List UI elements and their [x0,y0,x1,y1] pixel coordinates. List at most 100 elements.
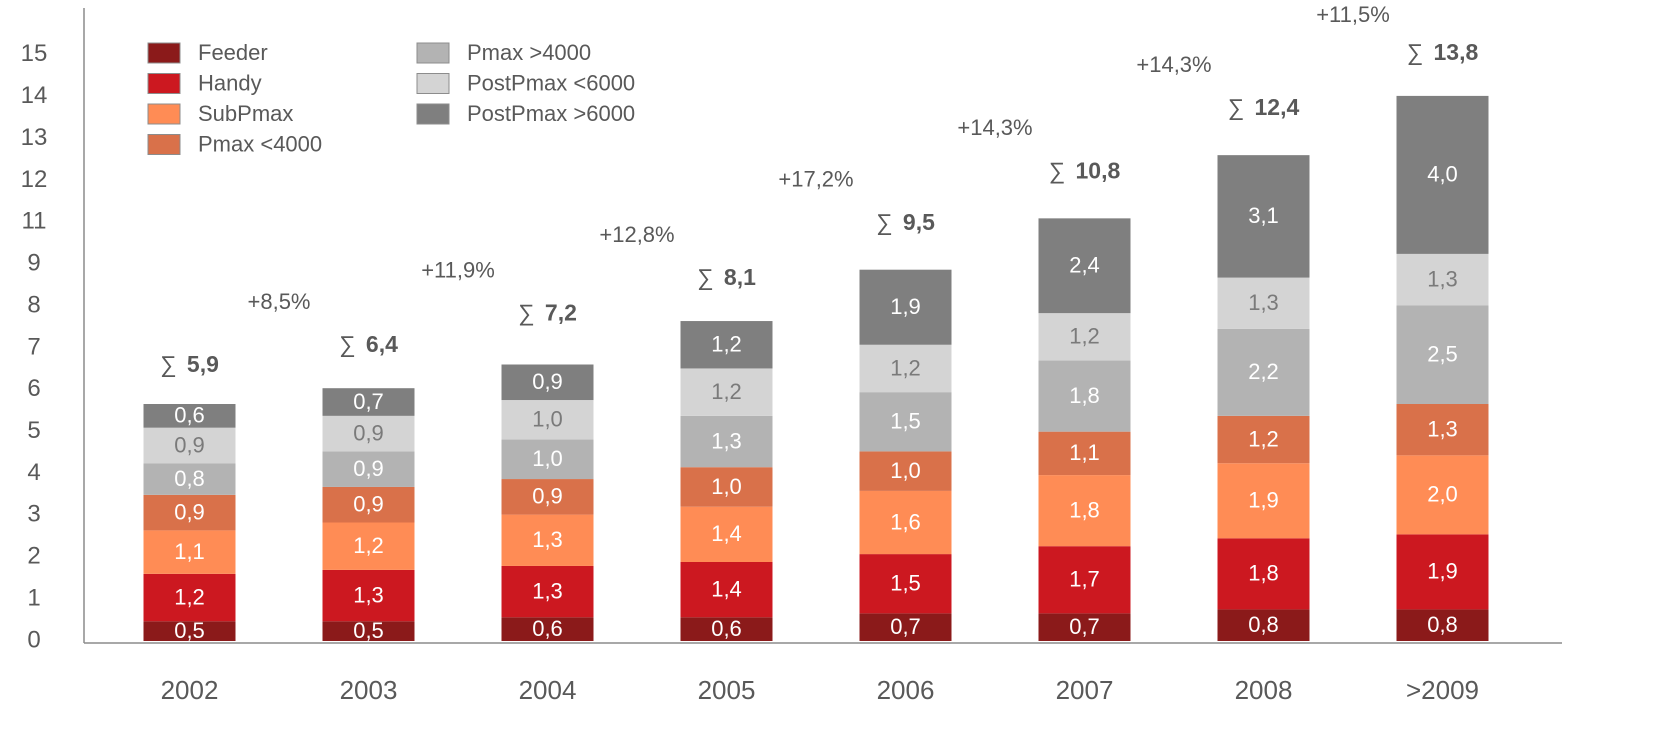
total-value: 10,8 [1076,157,1121,183]
y-tick-label: 3 [27,501,40,528]
total-label: ∑ 13,8 [1407,39,1479,65]
data-label: 0,6 [711,616,742,641]
growth-label: +14,3% [957,115,1032,140]
data-label: 1,3 [1427,266,1458,291]
bar-segment [501,400,594,440]
y-tick-label: 1 [27,584,40,611]
bar-segment [1038,613,1131,641]
data-label: 0,5 [353,618,384,643]
data-label: 0,9 [532,369,563,394]
total-label: ∑ 6,4 [339,331,398,357]
y-tick-label: 0 [27,626,40,653]
total-value: 8,1 [724,264,756,290]
data-label: 0,7 [890,614,921,639]
bar-segment [1396,534,1489,610]
bar-segment [501,565,594,618]
total-label: ∑ 8,1 [697,264,756,290]
bar-segment [1217,155,1310,278]
total-label: ∑ 7,2 [518,300,577,326]
growth-label: +8,5% [248,289,311,314]
total-label: ∑ 12,4 [1228,94,1300,120]
bar-segment [501,617,594,641]
data-label: 1,8 [1069,497,1100,522]
y-tick-label: 15 [21,40,48,67]
growth-label: +17,2% [778,167,853,192]
bar-segment [680,467,773,507]
bar-segment [1396,95,1489,254]
bar-segment [859,269,952,345]
legend-swatch [416,42,450,64]
data-label: 1,3 [1427,416,1458,441]
data-label: 1,0 [890,458,921,483]
bar-segment [1396,609,1489,641]
legend-swatch [147,42,181,64]
legend-label: Pmax <4000 [198,131,322,156]
y-tick-label: 8 [27,291,40,318]
data-label: 0,9 [174,432,205,457]
data-label: 0,9 [174,499,205,524]
bar-segment [680,415,773,468]
data-label: 1,5 [890,409,921,434]
data-label: 1,5 [890,571,921,596]
total-prefix: ∑ [1228,94,1244,120]
bar-segment [859,344,952,393]
bar-segment [322,451,415,487]
bar-segment [1038,546,1131,614]
x-tick-label: 2005 [698,675,756,705]
bar-segment [1038,431,1131,476]
data-label: 1,2 [174,584,205,609]
bar-segment [859,392,952,452]
data-label: 2,4 [1069,253,1100,278]
data-label: 1,4 [711,576,742,601]
data-label: 1,7 [1069,567,1100,592]
data-label: 0,8 [1248,612,1279,637]
growth-label: +11,9% [421,257,495,282]
data-label: 1,2 [1069,324,1100,349]
bar-segment [680,321,773,369]
y-tick-label: 7 [27,333,40,360]
data-label: 1,4 [711,521,742,546]
bar-segment [859,490,952,555]
data-label: 1,2 [711,332,742,357]
total-value: 12,4 [1255,94,1300,120]
total-label: ∑ 9,5 [876,209,935,235]
x-tick-label: 2006 [877,675,935,705]
data-label: 2,0 [1427,482,1458,507]
total-value: 6,4 [366,331,398,357]
bar-segment [1038,360,1131,432]
total-label: ∑ 10,8 [1049,157,1121,183]
bar-segment [143,427,236,464]
x-tick-label: 2007 [1056,675,1114,705]
data-label: 1,1 [1069,440,1100,465]
data-label: 0,7 [1069,614,1100,639]
bar-segment [501,514,594,566]
data-label: 1,9 [1427,559,1458,584]
legend-label: SubPmax [198,101,293,126]
x-tick-label: 2003 [340,675,398,705]
bar-segment [680,562,773,618]
y-tick-label: 6 [27,375,40,402]
bar-segment [322,486,415,523]
data-label: 1,0 [711,474,742,499]
bar-segment [1217,538,1310,610]
data-label: 0,9 [353,456,384,481]
bar-segment [1217,277,1310,329]
total-prefix: ∑ [876,209,892,235]
data-label: 1,2 [353,533,384,558]
bar-segment [322,522,415,570]
total-prefix: ∑ [160,351,176,377]
bar-segment [143,530,236,574]
bar-segment [322,415,415,452]
bar-segment [859,451,952,491]
bar-segment [143,494,236,531]
total-value: 13,8 [1434,39,1479,65]
y-tick-label: 5 [27,417,40,444]
bar-segment [501,479,594,515]
data-label: 2,2 [1248,359,1279,384]
legend-swatch [416,103,450,125]
legend-label: Feeder [198,40,268,65]
y-tick-label: 13 [21,124,48,151]
data-label: 0,7 [353,389,384,414]
y-tick-label: 9 [27,250,40,277]
